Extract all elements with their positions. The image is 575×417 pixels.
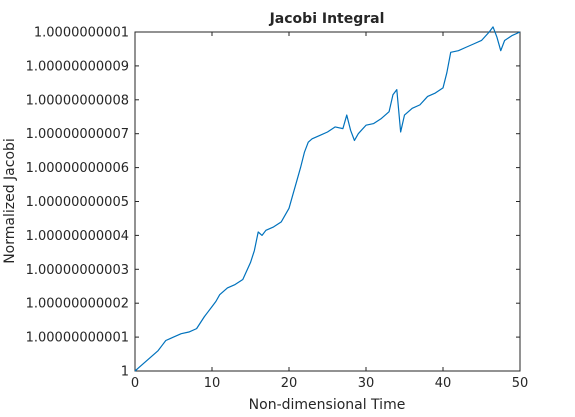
y-tick-label: 1.00000000002 — [26, 297, 129, 312]
y-tick-label: 1.00000000007 — [26, 127, 129, 142]
series-line — [134, 26, 521, 372]
x-tick-label: 0 — [131, 376, 139, 391]
x-tick-label: 20 — [281, 376, 298, 391]
y-tick-label: 1.00000000005 — [26, 195, 129, 210]
x-tick-label: 30 — [358, 376, 375, 391]
y-tick-label: 1 — [121, 365, 129, 380]
y-axis-label: Normalized Jacobi — [2, 138, 18, 264]
axes-box — [134, 31, 521, 372]
y-tick-label: 1.00000000006 — [26, 161, 129, 176]
y-tick-label: 1.00000000008 — [26, 93, 129, 108]
y-tick-label: 1.00000000009 — [26, 59, 129, 74]
y-tick-label: 1.00000000003 — [26, 263, 129, 278]
x-tick-label: 40 — [435, 376, 452, 391]
plot-area: 0 10 20 30 40 50 1 1.00000000001 1.00000000002 1.… — [26, 26, 529, 392]
chart-title: Jacobi Integral — [269, 11, 385, 27]
y-tick-label: 1.00000000001 — [26, 331, 129, 346]
x-axis-label: Non-dimensional Time — [249, 397, 406, 413]
x-tick-label: 10 — [204, 376, 221, 391]
y-tick-label: 1.0000000001 — [34, 26, 129, 41]
x-tick-label: 50 — [512, 376, 529, 391]
y-tick-label: 1.00000000004 — [26, 229, 129, 244]
